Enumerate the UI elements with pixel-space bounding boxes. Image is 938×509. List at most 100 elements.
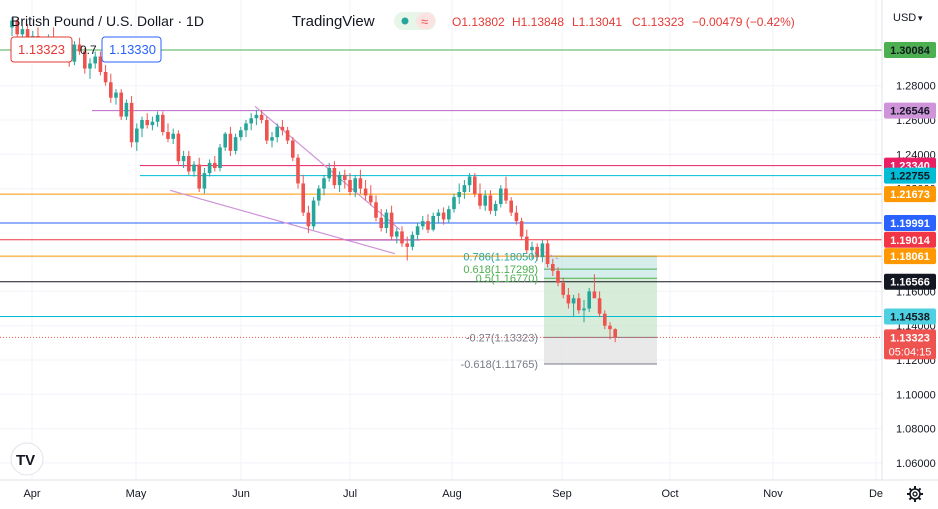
candle-body: [244, 123, 248, 131]
candle-body: [20, 29, 25, 35]
candle-body: [462, 185, 467, 192]
candle-body: [10, 20, 14, 28]
candle-body: [72, 44, 77, 62]
time-tick-label: Apr: [23, 488, 40, 500]
price-level-labels: 1.300841.265461.233401.227551.216731.199…: [884, 41, 936, 360]
candle-body: [436, 212, 441, 216]
candle-body: [249, 118, 253, 124]
candle-body: [207, 162, 212, 174]
candle-body: [499, 188, 503, 204]
candle-body: [332, 168, 337, 186]
time-axis[interactable]: Apr May Jun Jul Aug Sep Oct Nov De: [23, 488, 883, 500]
price-level-badge: [884, 167, 936, 184]
candle-body: [150, 121, 155, 126]
candle-body: [280, 126, 285, 131]
candle-body: [218, 147, 222, 168]
candle-body: [348, 180, 352, 192]
candle-body: [124, 102, 129, 117]
chevron-down-icon: ▾: [918, 13, 923, 23]
candle-body: [410, 234, 415, 247]
candle-body: [431, 216, 435, 230]
candle-body: [467, 176, 472, 186]
price-level-badge-text: 1.30084: [890, 45, 931, 57]
candle-body: [525, 236, 529, 251]
candle-body: [483, 195, 487, 206]
candle-body: [379, 217, 383, 228]
time-tick-label: Nov: [763, 488, 783, 500]
candle-body: [140, 120, 144, 129]
fib-zone-upper: [544, 255, 657, 279]
candle-body: [161, 114, 165, 132]
price-level-badge: [884, 308, 936, 325]
candle-body: [473, 176, 477, 194]
candle-body: [571, 298, 576, 304]
time-tick-label: Sep: [552, 488, 572, 500]
candle-body: [566, 294, 571, 304]
candle-body: [343, 174, 347, 180]
candle-body: [415, 226, 420, 235]
time-tick-label: Jun: [232, 488, 250, 500]
current-price-text: 1.13323: [890, 332, 930, 344]
price-level-badge: [884, 41, 936, 58]
candle-body: [457, 192, 461, 198]
candle-body: [166, 132, 170, 139]
candle-body: [291, 140, 295, 158]
candle-body: [337, 174, 342, 186]
ohlc-change: −0.00479 (−0.42%): [692, 15, 795, 29]
symbol-title[interactable]: British Pound / U.S. Dollar · 1D: [11, 13, 204, 29]
candle-body: [77, 44, 82, 52]
candle-body: [233, 137, 238, 151]
time-tick-label: May: [126, 488, 147, 500]
candle-body: [259, 114, 264, 120]
ohlc-close: C1.13323: [632, 15, 684, 29]
candle-body: [322, 178, 326, 189]
candle-body: [540, 243, 545, 258]
candle-body: [254, 114, 259, 119]
bar-countdown-text: 05:04:15: [889, 346, 932, 358]
candle-body: [551, 264, 555, 271]
candle-body: [608, 325, 612, 330]
candle-body: [197, 164, 201, 189]
candle-body: [535, 246, 539, 258]
sell-price: 1.13323: [18, 42, 65, 57]
logo-icon: TV: [16, 452, 35, 469]
candle-body: [135, 128, 139, 143]
price-level-badge-text: 1.21673: [890, 189, 930, 201]
candle-body: [514, 212, 519, 222]
candle-body: [176, 133, 181, 162]
sell-button[interactable]: 1.13323: [10, 36, 73, 63]
candle-body: [213, 162, 217, 168]
spread-value: 0.7: [80, 43, 97, 57]
price-level-badge: [884, 248, 936, 265]
price-level-badge-text: 1.19014: [890, 235, 931, 247]
market-status-pill[interactable]: ≈: [394, 12, 436, 30]
candle-body: [613, 329, 617, 338]
price-tick-label: 1.10000: [896, 389, 936, 401]
candle-body: [296, 157, 300, 184]
price-level-badge: [884, 231, 936, 248]
price-level-badge-text: 1.16566: [890, 277, 930, 289]
candle-body: [301, 183, 305, 213]
candle-body: [504, 188, 508, 201]
candle-body: [109, 82, 113, 98]
ohlc-high: H1.13848: [512, 15, 564, 29]
fib-zone-lower: [544, 337, 657, 365]
price-level-badge: [884, 273, 936, 290]
candle-body: [306, 212, 311, 227]
candle-body: [556, 270, 560, 283]
candle-body: [493, 204, 498, 211]
fibonacci-labels: 0.786(1.18050)0.618(1.17298)0.5(1.16770)…: [461, 251, 538, 371]
currency-label: USD: [893, 12, 916, 24]
candle-body: [395, 231, 399, 237]
candle-body: [93, 56, 97, 64]
currency-selector[interactable]: USD ▾: [893, 12, 923, 24]
tradingview-logo[interactable]: TV: [10, 442, 44, 476]
price-level-badge: [884, 186, 936, 203]
buy-button[interactable]: 1.13330: [101, 36, 162, 63]
candle-body: [15, 20, 19, 35]
candle-body: [353, 178, 357, 192]
candle-body: [311, 200, 316, 227]
gear-icon[interactable]: [907, 486, 923, 502]
